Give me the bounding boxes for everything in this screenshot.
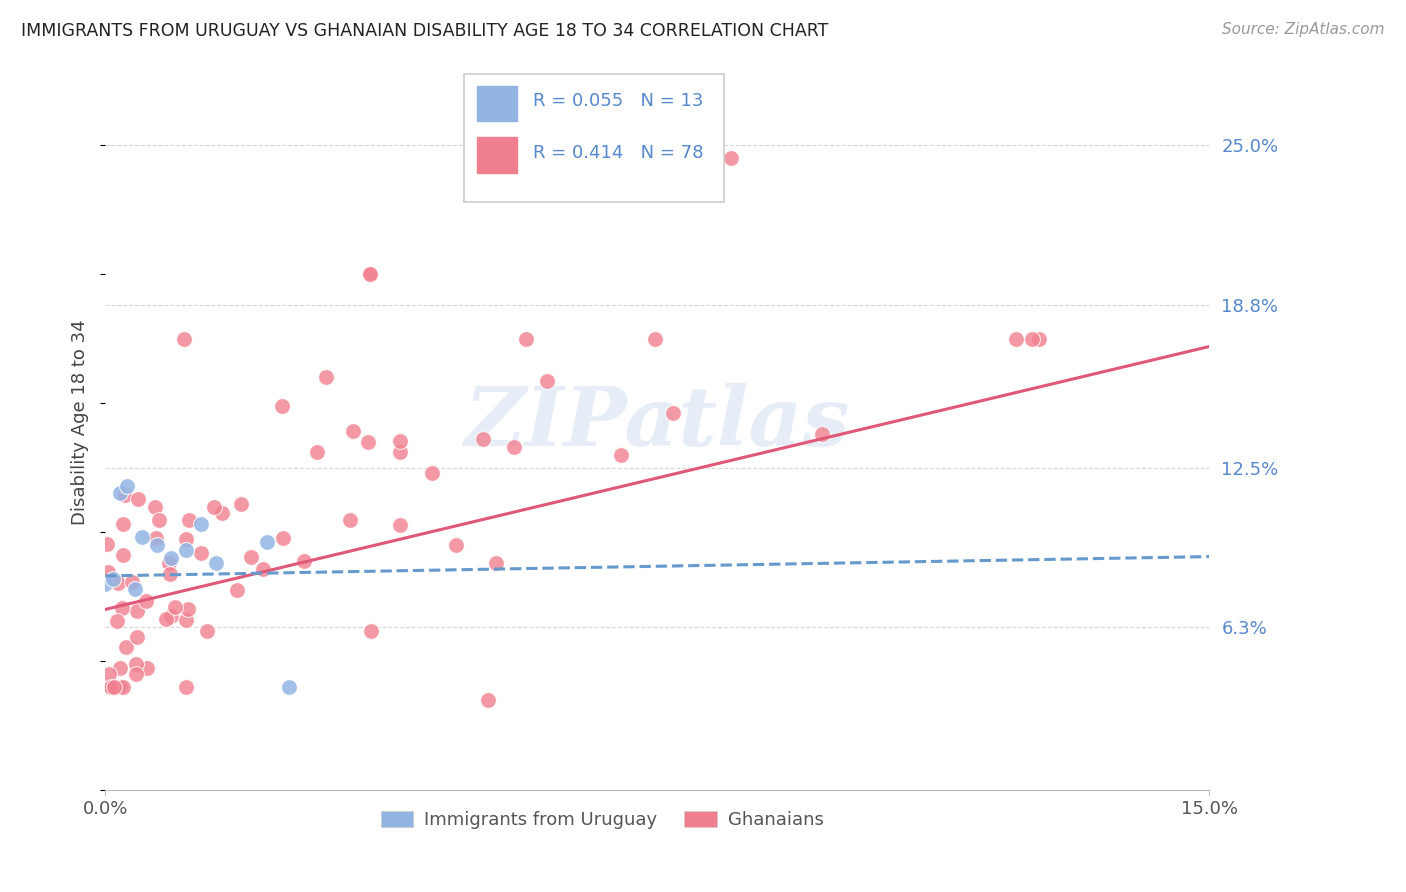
Point (155, 612, 177, 626)
Text: R = 0.055   N = 13: R = 0.055 N = 13 (533, 93, 703, 111)
Point (810, 426, 832, 441)
Point (357, 435, 380, 450)
Point (256, 535, 278, 549)
Point (114, 487, 136, 501)
Point (100, 680, 122, 694)
Point (503, 440, 526, 454)
Point (97, 565, 120, 579)
Point (661, 406, 683, 420)
Point (143, 500, 166, 514)
Point (117, 478, 139, 492)
Point (145, 538, 167, 552)
Point (127, 604, 149, 618)
Point (360, 624, 382, 638)
Point (160, 550, 183, 565)
Text: Source: ZipAtlas.com: Source: ZipAtlas.com (1222, 22, 1385, 37)
Point (307, 444, 329, 458)
Point (190, 517, 212, 532)
Point (315, 370, 337, 384)
Point (124, 657, 146, 671)
Point (98, 667, 121, 681)
Point (174, 543, 197, 558)
Point (174, 680, 197, 694)
Point (121, 574, 143, 589)
Point (536, 374, 558, 388)
Point (127, 491, 149, 506)
Point (131, 530, 153, 544)
Point (173, 332, 195, 346)
Point (111, 601, 134, 615)
Point (127, 630, 149, 644)
Point (96, 537, 118, 551)
Point (124, 582, 146, 596)
Point (342, 424, 364, 438)
Point (177, 513, 200, 527)
Point (112, 548, 135, 562)
Point (1028, 332, 1050, 346)
Point (159, 567, 181, 582)
Point (477, 692, 499, 706)
Text: R = 0.414   N = 78: R = 0.414 N = 78 (533, 144, 703, 161)
Point (145, 531, 167, 545)
Point (609, 448, 631, 462)
Point (112, 516, 135, 531)
Point (94, 576, 117, 591)
Point (226, 582, 249, 597)
Point (202, 500, 225, 515)
Point (135, 661, 157, 675)
Point (229, 498, 252, 512)
Point (211, 506, 233, 520)
Point (472, 432, 495, 446)
Point (1005, 332, 1028, 346)
Point (388, 434, 411, 448)
Bar (478, 137, 517, 173)
Legend: Immigrants from Uruguay, Ghanaians: Immigrants from Uruguay, Ghanaians (374, 804, 831, 836)
Point (165, 600, 187, 615)
Point (485, 556, 508, 570)
Point (157, 556, 180, 570)
Point (100, 680, 122, 694)
Point (190, 546, 212, 560)
Point (176, 532, 198, 546)
Point (105, 614, 128, 628)
Point (278, 680, 301, 694)
Point (420, 466, 443, 480)
Y-axis label: Disability Age 18 to 34: Disability Age 18 to 34 (72, 319, 89, 525)
Point (644, 332, 666, 346)
Point (125, 666, 148, 681)
Point (240, 549, 263, 564)
Point (107, 576, 129, 591)
Point (103, 680, 125, 694)
Point (108, 680, 131, 694)
Bar (478, 86, 517, 121)
Point (292, 554, 315, 568)
Point (134, 594, 156, 608)
Point (108, 486, 131, 500)
Point (1021, 332, 1043, 346)
Text: IMMIGRANTS FROM URUGUAY VS GHANAIAN DISABILITY AGE 18 TO 34 CORRELATION CHART: IMMIGRANTS FROM URUGUAY VS GHANAIAN DISA… (21, 22, 828, 40)
Point (195, 624, 218, 638)
Point (359, 267, 381, 281)
Point (174, 613, 197, 627)
Point (339, 513, 361, 527)
Point (177, 602, 200, 616)
Point (115, 640, 138, 654)
Point (101, 572, 124, 586)
Point (271, 531, 294, 545)
Point (111, 680, 134, 694)
FancyBboxPatch shape (464, 73, 724, 202)
Point (446, 538, 468, 552)
Point (204, 556, 226, 570)
Point (160, 609, 183, 624)
Point (515, 332, 537, 346)
Point (271, 399, 294, 413)
Point (720, 151, 742, 165)
Point (108, 661, 131, 675)
Point (252, 562, 274, 576)
Point (148, 513, 170, 527)
Point (388, 517, 411, 532)
Point (359, 267, 381, 281)
Point (388, 445, 411, 459)
Text: ZIPatlas: ZIPatlas (464, 383, 851, 463)
